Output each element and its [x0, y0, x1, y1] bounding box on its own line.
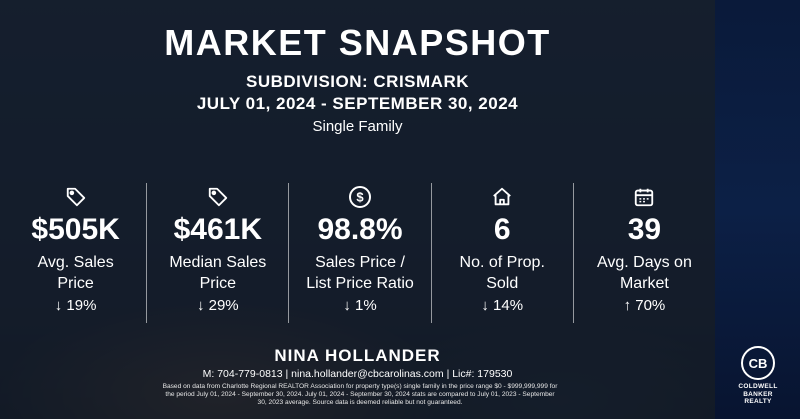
price-tag-icon [5, 185, 146, 209]
calendar-icon [574, 185, 715, 209]
disclaimer: Based on data from Charlotte Regional RE… [162, 383, 558, 406]
price-tag-icon [147, 185, 288, 209]
stat-change: ↓ 19% [54, 297, 97, 314]
stat-label: Median Sales Price [169, 254, 267, 292]
stat-change: ↑ 70% [623, 297, 666, 314]
logo-mark: CB [741, 346, 775, 380]
date-range: JULY 01, 2024 - SEPTEMBER 30, 2024 [196, 94, 519, 113]
stat-change: ↓ 14% [481, 297, 524, 314]
stat-label: No. of Prop. Sold [459, 254, 545, 292]
logo-text: COLDWELL BANKER REALTY [722, 383, 794, 406]
stats-row: $505K Avg. Sales Price ↓ 19% $461K Media… [5, 183, 715, 323]
stat-value: 98.8% [317, 213, 403, 246]
stat-median-sales-price: $461K Median Sales Price ↓ 29% [147, 183, 290, 323]
logo-line3: REALTY [744, 398, 772, 405]
stat-label: Sales Price / List Price Ratio [306, 254, 414, 292]
agent-contact: M: 704-779-0813 | nina.hollander@cbcarol… [202, 368, 513, 380]
page-title: MARKET SNAPSHOT [164, 22, 551, 63]
logo-line2: BANKER [743, 390, 773, 398]
stat-value: $461K [173, 213, 262, 246]
property-type: Single Family [312, 118, 403, 135]
stat-days-on-market: 39 Avg. Days on Market ↑ 70% [574, 183, 715, 323]
svg-text:$: $ [356, 190, 364, 205]
logo-line1: COLDWELL [738, 383, 778, 390]
stat-change: ↓ 1% [343, 297, 377, 314]
stat-sale-to-list-ratio: $ 98.8% Sales Price / List Price Ratio ↓… [289, 183, 432, 323]
stat-avg-sales-price: $505K Avg. Sales Price ↓ 19% [5, 183, 148, 323]
stat-value: 6 [493, 213, 511, 246]
stat-properties-sold: 6 No. of Prop. Sold ↓ 14% [432, 183, 574, 323]
subdivision-label: SUBDIVISION: CRISMARK [245, 72, 469, 91]
stat-value: 39 [627, 213, 662, 246]
stat-label: Avg. Sales Price [37, 254, 114, 292]
dollar-circle-icon: $ [289, 185, 430, 209]
overlay-panel [0, 0, 715, 419]
stat-label: Avg. Days on Market [596, 254, 692, 292]
house-icon [432, 185, 573, 209]
stat-change: ↓ 29% [196, 297, 239, 314]
coldwell-banker-logo: CB COLDWELL BANKER REALTY [722, 346, 794, 406]
agent-name: NINA HOLLANDER [274, 346, 441, 365]
stat-value: $505K [31, 213, 120, 246]
